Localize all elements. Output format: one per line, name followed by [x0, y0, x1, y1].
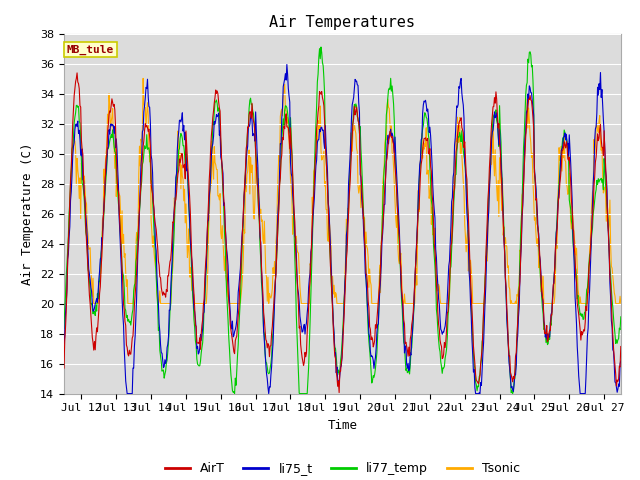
Title: Air Temperatures: Air Temperatures [269, 15, 415, 30]
Y-axis label: Air Temperature (C): Air Temperature (C) [22, 143, 35, 285]
Text: MB_tule: MB_tule [67, 44, 114, 55]
Legend: AirT, li75_t, li77_temp, Tsonic: AirT, li75_t, li77_temp, Tsonic [160, 457, 525, 480]
X-axis label: Time: Time [328, 419, 357, 432]
